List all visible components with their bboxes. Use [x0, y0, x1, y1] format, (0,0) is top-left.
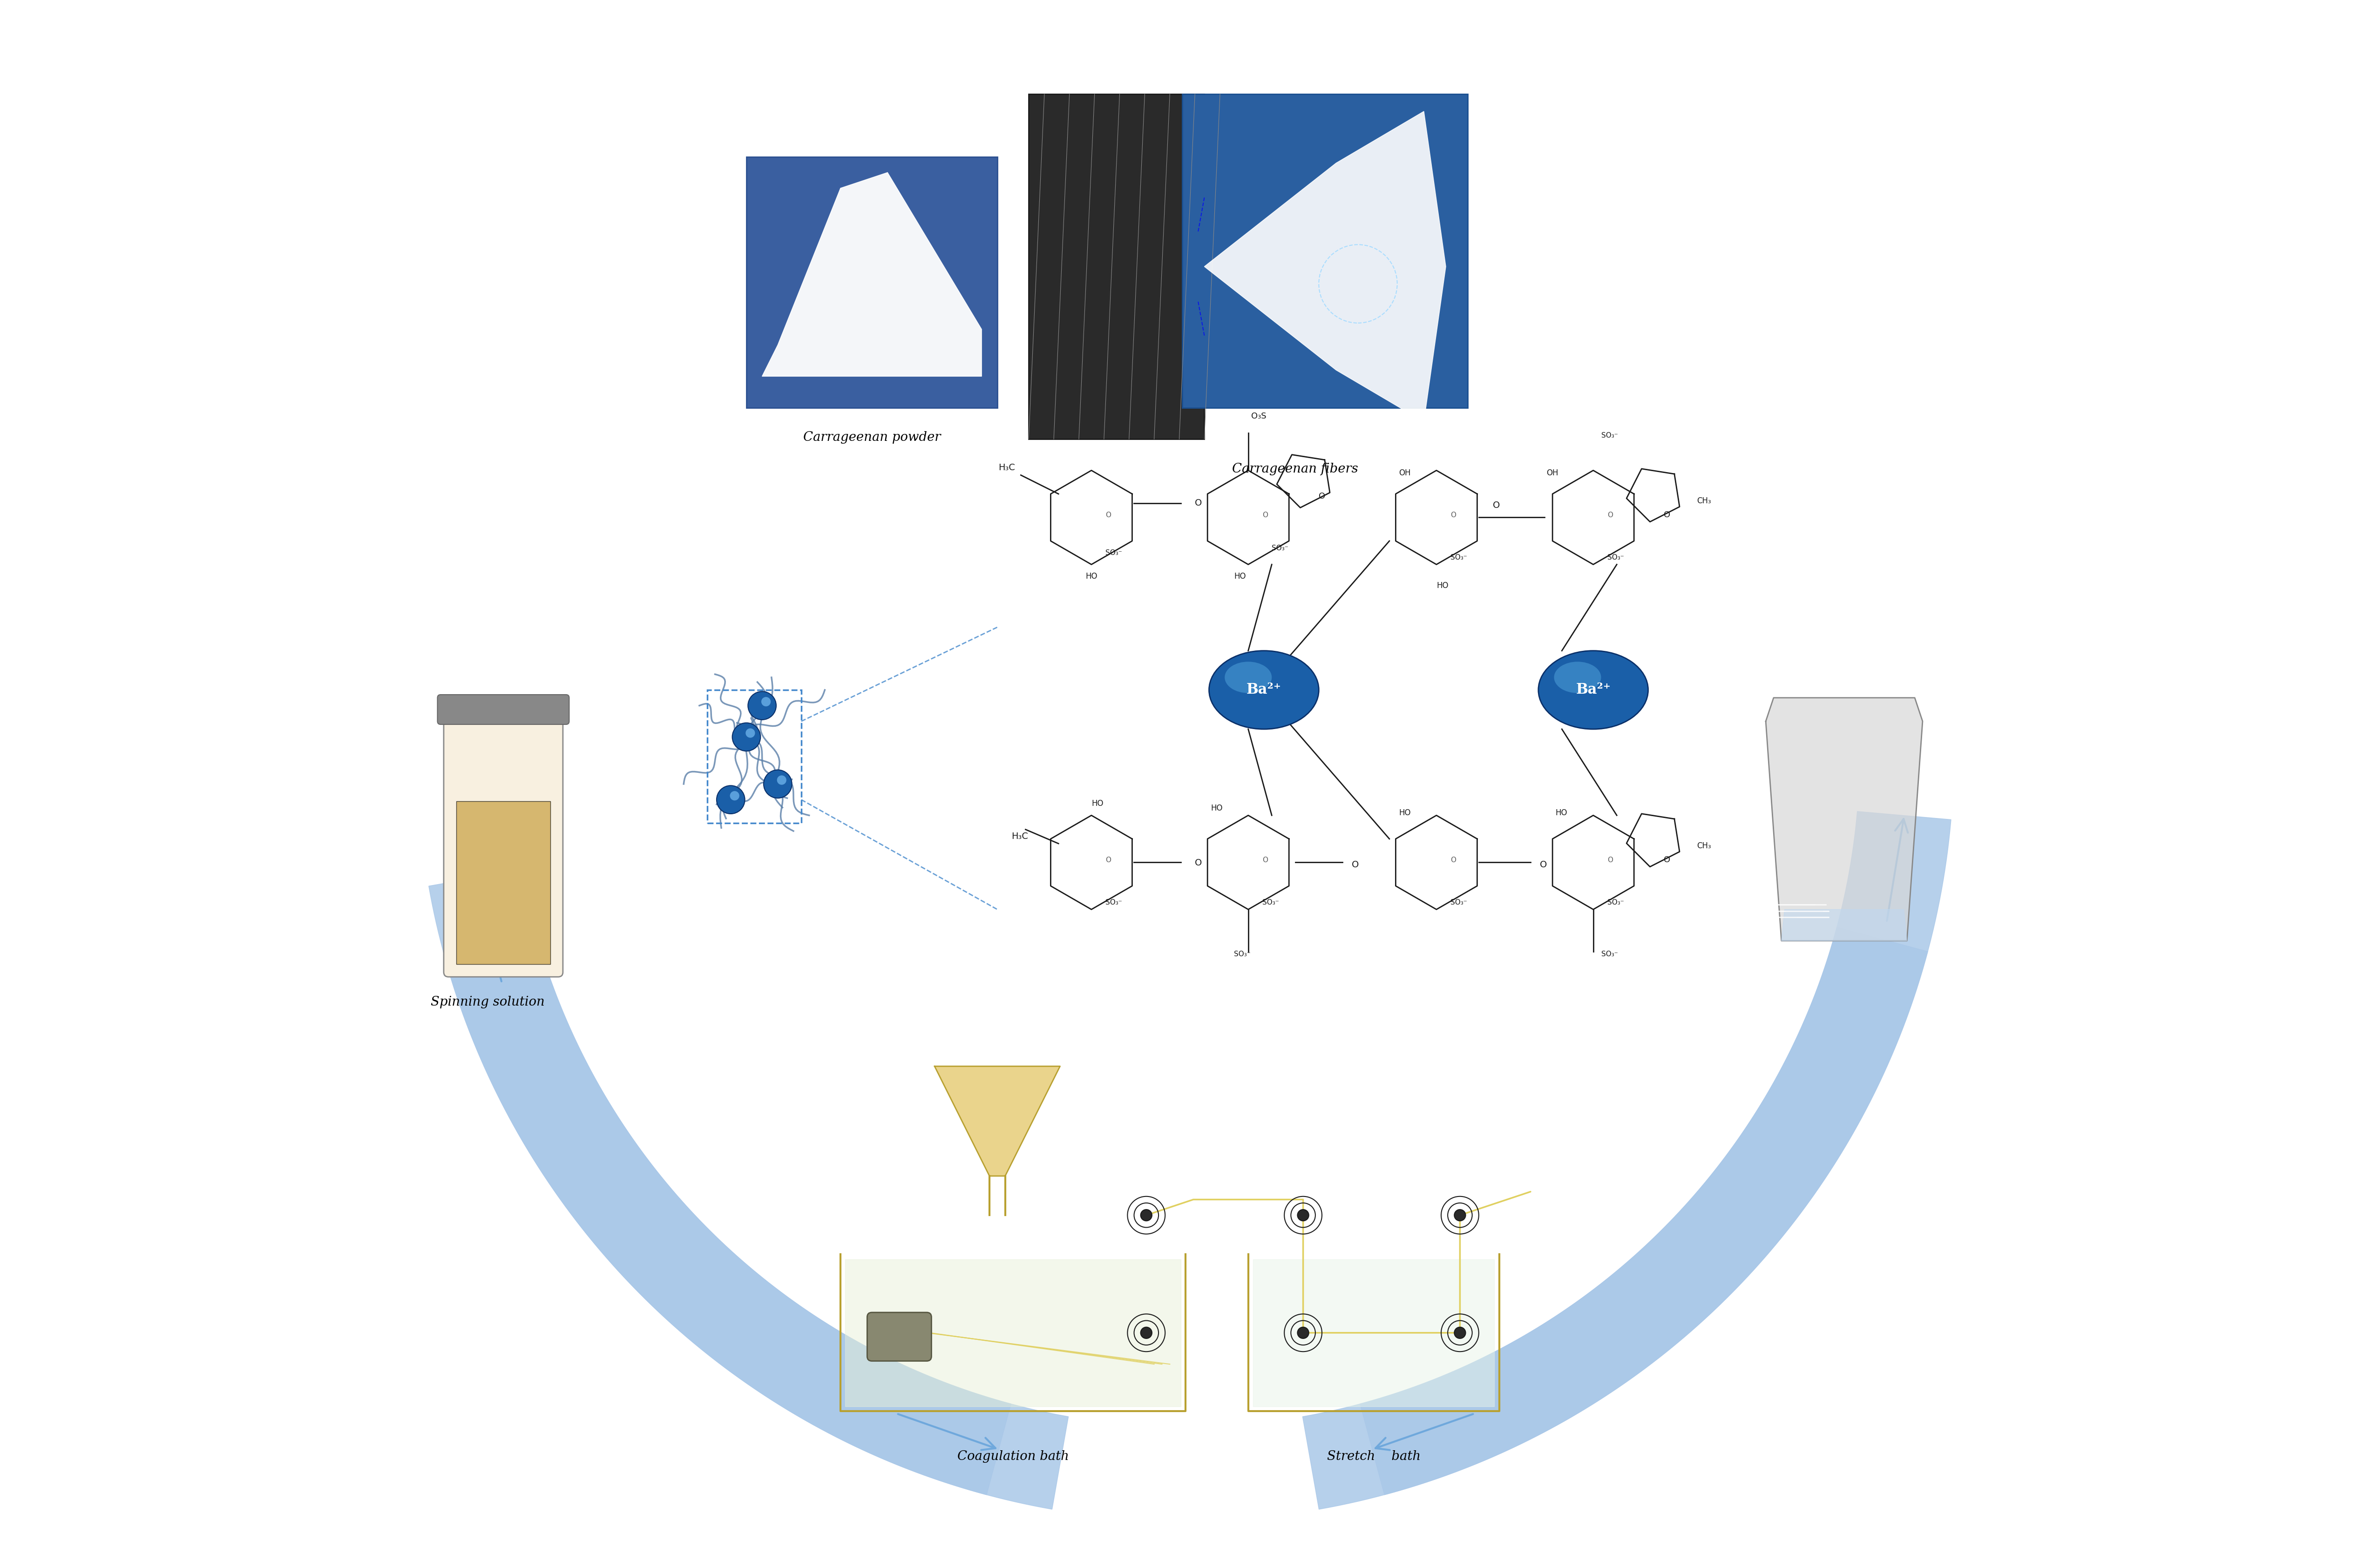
Circle shape: [761, 698, 771, 707]
Text: CH₃: CH₃: [1698, 842, 1712, 850]
Text: OH: OH: [1399, 469, 1411, 477]
FancyBboxPatch shape: [443, 717, 562, 977]
Circle shape: [763, 770, 792, 798]
Text: HO: HO: [1086, 572, 1098, 580]
Ellipse shape: [1539, 651, 1648, 729]
FancyBboxPatch shape: [455, 801, 550, 964]
Text: O: O: [1451, 511, 1456, 519]
Text: Carrageenan powder: Carrageenan powder: [804, 431, 941, 444]
Text: SO₃⁻: SO₃⁻: [1105, 898, 1121, 906]
Text: O: O: [1261, 511, 1268, 519]
Text: H₃C: H₃C: [998, 464, 1015, 472]
Circle shape: [1453, 1209, 1465, 1221]
Text: O: O: [1451, 856, 1456, 864]
Text: Coagulation bath: Coagulation bath: [958, 1450, 1069, 1463]
Text: O: O: [1195, 499, 1202, 508]
Circle shape: [778, 776, 787, 786]
Polygon shape: [443, 927, 1010, 1494]
Circle shape: [1453, 1327, 1465, 1339]
Text: SO₃⁻: SO₃⁻: [1451, 898, 1468, 906]
Text: Ba²⁺: Ba²⁺: [1247, 682, 1280, 698]
Text: O: O: [1608, 856, 1612, 864]
Text: HO: HO: [1091, 800, 1103, 808]
Text: SO₃⁻: SO₃⁻: [1271, 544, 1287, 552]
Text: OH: OH: [1546, 469, 1558, 477]
Text: HO: HO: [1399, 809, 1411, 817]
Text: O: O: [1664, 511, 1672, 519]
Text: O: O: [1539, 861, 1548, 869]
Text: SO₃⁻: SO₃⁻: [1600, 431, 1617, 439]
Text: O: O: [1195, 859, 1202, 867]
Text: Carrageenan fibers: Carrageenan fibers: [1233, 463, 1359, 475]
Text: SO₃⁻: SO₃⁻: [1235, 950, 1252, 958]
Text: Stretch    bath: Stretch bath: [1328, 1450, 1420, 1463]
Text: SO₃⁻: SO₃⁻: [1451, 554, 1468, 561]
Polygon shape: [934, 1066, 1060, 1176]
Polygon shape: [1302, 811, 1951, 1510]
Text: Spinning solution: Spinning solution: [432, 996, 545, 1008]
Text: SO₃⁻: SO₃⁻: [1600, 950, 1617, 958]
FancyBboxPatch shape: [1183, 94, 1468, 408]
Polygon shape: [1766, 698, 1923, 941]
Text: SO₃⁻: SO₃⁻: [1105, 549, 1121, 557]
Polygon shape: [1781, 909, 1906, 941]
Circle shape: [744, 729, 754, 739]
Text: H₃C: H₃C: [1012, 833, 1029, 840]
Text: SO₃⁻: SO₃⁻: [1608, 554, 1624, 561]
Text: O: O: [1608, 511, 1612, 519]
Text: HO: HO: [1437, 582, 1449, 590]
Text: O: O: [1664, 856, 1672, 864]
Polygon shape: [844, 1259, 1181, 1406]
Circle shape: [1140, 1209, 1152, 1221]
Polygon shape: [1204, 111, 1446, 422]
Text: SO₃⁻: SO₃⁻: [1608, 898, 1624, 906]
FancyBboxPatch shape: [1029, 94, 1204, 439]
Text: O: O: [1105, 856, 1112, 864]
Circle shape: [1297, 1209, 1309, 1221]
Text: CH₃: CH₃: [1698, 497, 1712, 505]
Text: HO: HO: [1235, 572, 1247, 580]
Text: O: O: [1105, 511, 1112, 519]
Circle shape: [1297, 1327, 1309, 1339]
Circle shape: [730, 792, 740, 801]
Text: SO₃⁻: SO₃⁻: [1261, 898, 1278, 906]
Polygon shape: [761, 172, 982, 376]
Ellipse shape: [1226, 662, 1271, 693]
Text: O: O: [1351, 861, 1359, 869]
Text: Ba²⁺: Ba²⁺: [1577, 682, 1610, 698]
Circle shape: [716, 786, 744, 814]
Text: O: O: [1494, 502, 1501, 510]
Text: O: O: [1318, 492, 1325, 500]
FancyBboxPatch shape: [436, 695, 569, 724]
Text: HO: HO: [1212, 804, 1223, 812]
Text: O₃S: O₃S: [1252, 412, 1266, 420]
Polygon shape: [1252, 1259, 1494, 1406]
Circle shape: [747, 691, 775, 720]
Polygon shape: [429, 870, 1069, 1510]
FancyBboxPatch shape: [747, 157, 998, 408]
Ellipse shape: [1209, 651, 1318, 729]
Text: HO: HO: [1555, 809, 1567, 817]
Circle shape: [1140, 1327, 1152, 1339]
Ellipse shape: [1553, 662, 1600, 693]
Polygon shape: [1361, 927, 1928, 1494]
Circle shape: [733, 723, 761, 751]
Text: O: O: [1261, 856, 1268, 864]
FancyBboxPatch shape: [868, 1312, 932, 1361]
